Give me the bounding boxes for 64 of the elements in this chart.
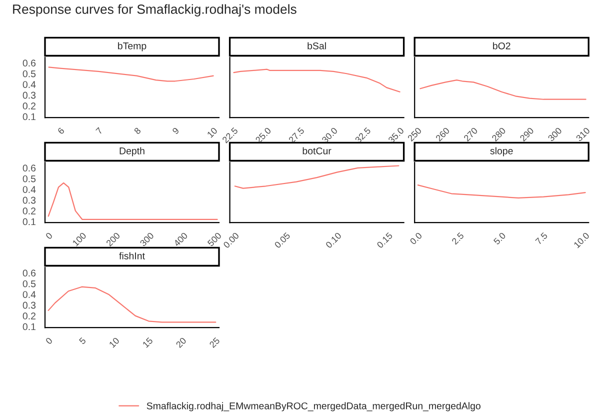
x-tick-label: 2.5 <box>451 232 464 245</box>
y-tick-label: 0.2 <box>22 208 36 214</box>
chart-subtitle: bSal <box>308 42 326 50</box>
x-tick-label: 25.0 <box>255 127 272 144</box>
x-tick-label: 100 <box>72 232 87 246</box>
chart-subtitle: slope <box>490 147 513 156</box>
x-tick-label: 300 <box>547 127 562 142</box>
x-tick-label: 9 <box>172 127 180 135</box>
x-tick-label: 500 <box>207 232 222 247</box>
y-tick-label: 0.1 <box>22 218 36 226</box>
x-tick-label: 0 <box>45 232 53 240</box>
y-tick-label: 0.6 <box>22 164 36 172</box>
x-tick-label: 25 <box>209 337 220 348</box>
chart-subtitle: bO2 <box>493 42 510 50</box>
x-tick-label: 20 <box>176 337 187 348</box>
y-tick-label: 0.4 <box>22 291 36 298</box>
chart-subtitle: bTemp <box>118 42 146 52</box>
x-tick-label: 270 <box>463 127 478 142</box>
x-tick-label: 35.0 <box>388 127 404 144</box>
x-tick-label: 15 <box>142 337 154 348</box>
x-tick-label: 310 <box>576 127 590 142</box>
y-tick-label: 0.6 <box>22 270 36 277</box>
x-tick-label: 200 <box>106 232 120 247</box>
chart-subtitle: botCur <box>302 147 332 154</box>
line-series <box>48 182 218 220</box>
chart-subtitle: Depth <box>120 147 144 156</box>
y-tick-label: 0.3 <box>22 196 36 204</box>
y-tick-label: 0.4 <box>22 81 36 88</box>
x-tick-label: 0.10 <box>325 232 342 248</box>
y-tick-label: 0.4 <box>22 186 36 193</box>
x-tick-label: 0.0 <box>409 232 422 245</box>
x-tick-label: 260 <box>435 127 450 142</box>
x-tick-label: 290 <box>520 127 534 142</box>
y-tick-label: 0.1 <box>22 323 36 330</box>
y-tick-label: 0.1 <box>22 113 36 120</box>
x-tick-label: 300 <box>140 232 154 247</box>
x-tick-label: 400 <box>173 232 188 247</box>
x-tick-label: 0.00 <box>222 232 240 248</box>
x-tick-label: 8 <box>134 127 142 135</box>
x-tick-label: 10 <box>206 127 218 138</box>
x-tick-label: 10 <box>108 337 120 348</box>
legend-label: Smaflackig.rodhaj_EMwmeanByROC_mergedData_mergedRun_mergedAlgo <box>146 402 480 412</box>
line-series <box>48 286 216 323</box>
y-tick-label: 0.6 <box>22 60 36 67</box>
y-tick-label: 0.3 <box>22 302 36 309</box>
x-tick-label: 7 <box>96 127 103 134</box>
x-tick-label: 250 <box>407 127 422 142</box>
y-tick-label: 0.5 <box>22 175 36 182</box>
y-tick-label: 0.2 <box>22 312 36 320</box>
x-tick-label: 0 <box>45 337 53 345</box>
y-tick-label: 0.2 <box>22 102 36 110</box>
x-tick-label: 280 <box>491 127 506 142</box>
x-tick-label: 5 <box>78 337 86 345</box>
x-tick-label: 5.0 <box>493 232 506 245</box>
y-tick-label: 0.5 <box>22 70 36 78</box>
x-tick-label: 30.0 <box>321 127 338 144</box>
x-tick-label: 7.5 <box>535 232 548 245</box>
chart-subtitle: fishInt <box>119 252 145 260</box>
line-series <box>48 66 214 82</box>
x-tick-label: 32.5 <box>354 127 372 144</box>
y-tick-label: 0.5 <box>22 280 36 288</box>
chart-title: Response curves for Smaflackig.rodhaj's models <box>13 4 296 16</box>
x-tick-label: 6 <box>57 127 65 135</box>
y-tick-label: 0.3 <box>22 92 36 99</box>
